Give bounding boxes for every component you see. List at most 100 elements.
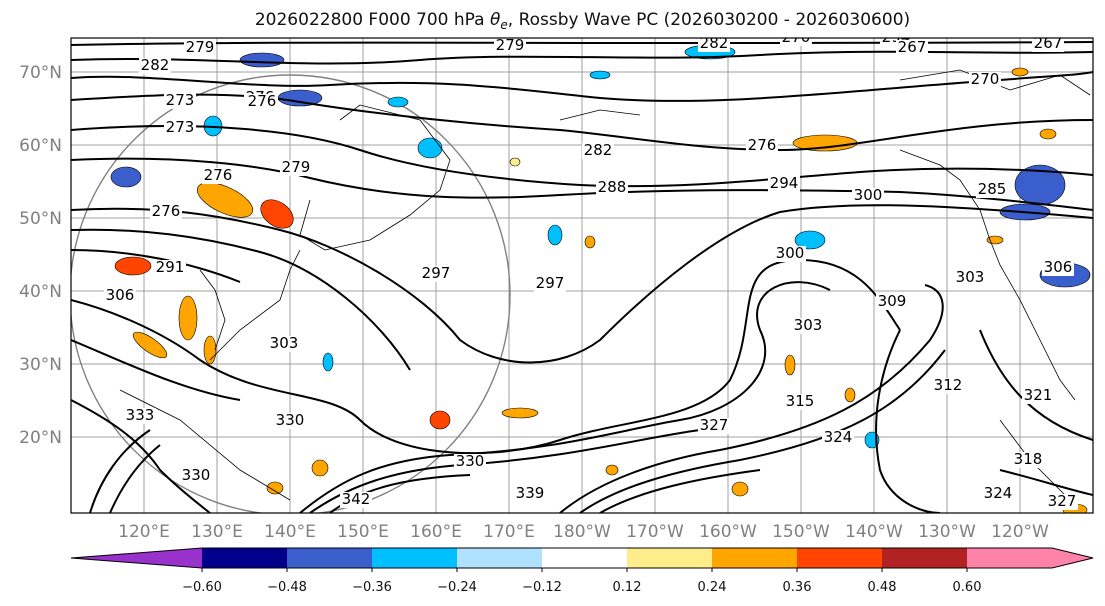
colorbar: −0.60 −0.48 −0.36 −0.24 −0.12 0.12 0.24 0.36 0.4… [70,547,1094,595]
contour-label: 279 [282,158,311,176]
contour-label: 318 [1014,450,1043,468]
longitude-labels: 120°E 130°E 140°E 150°E 160°E 170°E 180°W 170°W… [118,522,1049,542]
longitude-label: 140°W [845,522,903,542]
colorbar-segment [202,548,287,568]
longitude-label: 150°E [337,522,389,542]
colorbar-segment [797,548,882,568]
contour-label: 303 [794,316,823,334]
contour-label: 300 [776,244,805,262]
contour-label: 279 [496,36,525,54]
colorbar-tick-label: −0.36 [352,580,392,595]
contour-label: 342 [342,490,371,508]
contour-label-bg [514,486,546,502]
longitude-label: 150°W [772,522,830,542]
contour-label-bg [792,318,824,334]
title-prefix: 2026022800 F000 700 hPa [254,10,490,30]
contour-label: 282 [584,141,613,159]
contour-label-bg [1042,260,1074,276]
contour-label: 267 [898,38,927,56]
latitude-label: 50°N [19,209,62,229]
colorbar-segment [882,548,967,568]
contour-label: 330 [276,411,305,429]
contour-label-bg [180,468,212,484]
contour-label-bg [746,138,778,154]
contour-label: 324 [824,428,853,446]
title-var-sub: e [500,18,508,33]
contour-label: 270 [782,28,811,46]
colorbar-extend-low [71,548,202,568]
contour-label-bg [268,336,300,352]
colorbar-tick-label: 0.48 [868,580,897,595]
colorbar-tick-label: −0.12 [522,580,562,595]
contour-labels: 279 279 282 270 294 267 267 282 273 276 270 273 276 2… [104,28,1078,510]
contour-label: 324 [984,484,1013,502]
map-title: 2026022800 F000 700 hPa θe, Rossby Wave … [0,10,1105,33]
contour-label-bg [139,58,171,74]
colorbar-tick-label: −0.60 [182,580,222,595]
contour-label: 282 [141,56,170,74]
contour-label-bg [1032,38,1064,52]
contour-label-bg [954,270,986,286]
contour-label-bg [1022,388,1054,404]
colorbar-tick-label: 0.36 [783,580,812,595]
colorbar-segment [712,548,797,568]
colorbar-tick-label: −0.48 [267,580,307,595]
longitude-label: 170°W [626,522,684,542]
longitude-label: 130°W [918,522,976,542]
contour-label: 273 [166,118,195,136]
latitude-label: 60°N [19,136,62,156]
contour-label: 333 [126,406,155,424]
contour-label-bg [822,430,854,446]
contour-label-bg [494,38,526,54]
contour-label-bg [1046,494,1078,510]
contour-label: 273 [166,91,195,109]
colorbar-segment [287,548,372,568]
contour-label-bg [596,180,628,196]
contour-label: 285 [978,180,1007,198]
contour-label: 315 [786,392,815,410]
contour-label-bg [969,72,1001,88]
contour-label: 300 [854,186,883,204]
latitude-label: 70°N [19,63,62,83]
contour-label: 330 [456,452,485,470]
colorbar-tick-label: 0.24 [698,580,727,595]
contour-label-bg [780,38,812,46]
contour-label: 297 [422,264,451,282]
contour-label: 306 [106,286,135,304]
contour-label-bg [774,246,806,262]
contour-label-bg [420,266,452,282]
contour-label: 276 [152,202,181,220]
contour-label: 327 [1048,492,1077,510]
longitude-label: 160°E [410,522,462,542]
colorbar-tick-label: 0.60 [953,580,982,595]
colorbar-segment [627,548,712,568]
contour-label-bg [768,176,800,192]
contour-label: 312 [934,376,963,394]
latitude-label: 30°N [19,355,62,375]
colorbar-tick-label: −0.24 [437,580,477,595]
contour-label-bg [582,143,614,159]
contour-label-bg [932,378,964,394]
contour-label-bg [164,120,196,136]
latitude-label: 20°N [19,428,62,448]
latitude-labels: 70°N 60°N 50°N 40°N 30°N 20°N [19,63,62,448]
longitude-label: 140°E [264,522,316,542]
longitude-label: 130°E [191,522,243,542]
contour-label: 306 [1044,258,1073,276]
contour-label-bg [154,260,186,276]
contour-label-bg [1012,452,1044,468]
contour-label-bg [280,160,312,176]
contour-label: 297 [536,274,565,292]
contour-label: 327 [700,416,729,434]
contour-label: 294 [770,174,799,192]
contour-label-bg [876,294,908,310]
colorbar-segment [372,548,457,568]
contour-label-bg [184,40,216,56]
contour-label: 303 [956,268,985,286]
contour-label-bg [104,288,136,304]
contour-label-bg [698,38,730,52]
contour-label: 339 [516,484,545,502]
longitude-label: 160°W [699,522,757,542]
contour-label-bg [454,454,486,470]
